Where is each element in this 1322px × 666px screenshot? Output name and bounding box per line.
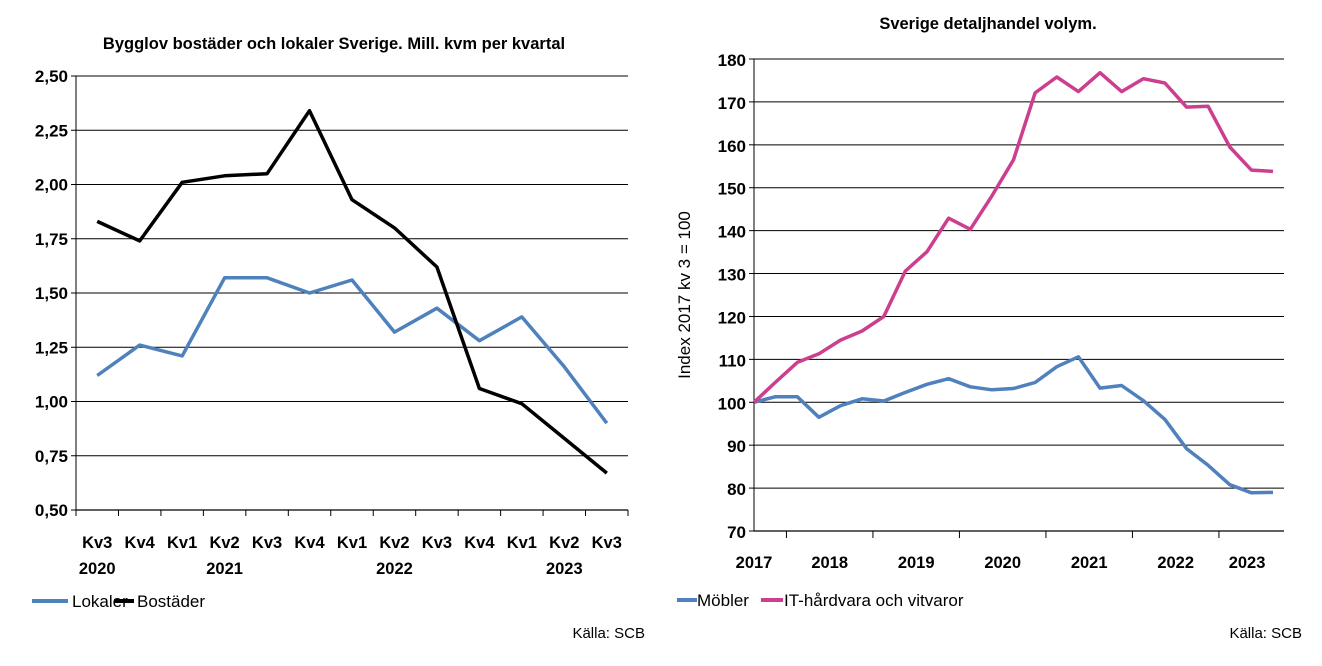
grid [749, 58, 1284, 532]
y-tick-label: 1,00 [35, 393, 68, 412]
legend: Möbler IT-hårdvara och vitvaror [677, 591, 964, 610]
y-axis: 180 170 160 150 140 130 120 110 100 90 80 70 [718, 51, 746, 542]
x-tick-label: Kv2 [549, 534, 579, 552]
x-tick-label: Kv4 [464, 534, 495, 552]
x-year-label: 2023 [1229, 554, 1266, 572]
grid [71, 75, 628, 511]
x-axis: Kv3 Kv4 Kv1 Kv2 Kv3 Kv4 Kv1 Kv2 Kv3 Kv4 Kv1 Kv2 Kv3 2… [75, 510, 629, 578]
y-tick-label: 2,00 [35, 176, 68, 195]
x-tick-label: Kv3 [422, 534, 452, 552]
y-tick-label: 2,50 [35, 67, 68, 86]
x-year-label: 2023 [546, 560, 583, 578]
chart-retail-volume: Sverige detaljhandel volym. Index 2017 k… [675, 15, 1302, 642]
x-tick-label: Kv1 [507, 534, 537, 552]
y-tick-label: 1,25 [35, 338, 68, 357]
y-tick-label: 110 [719, 351, 746, 370]
legend-label-it: IT-hårdvara och vitvaror [784, 591, 964, 610]
x-year-label: 2018 [811, 554, 848, 572]
chart-building-permits: Bygglov bostäder och lokaler Sverige. Mi… [32, 35, 645, 642]
y-tick-label: 2,25 [35, 121, 68, 140]
y-tick-label: 100 [718, 394, 746, 413]
plot-area [752, 70, 1274, 495]
y-tick-label: 170 [718, 94, 746, 113]
series-line-lokaler [96, 276, 609, 425]
y-axis-label: Index 2017 kv 3 = 100 [675, 211, 694, 379]
y-tick-label: 150 [718, 180, 746, 199]
x-tick-label: Kv4 [294, 534, 325, 552]
x-year-label: 2019 [898, 554, 935, 572]
x-year-label: 2021 [206, 560, 243, 578]
x-year-label: 2020 [984, 554, 1021, 572]
source-note: Källa: SCB [572, 625, 645, 642]
x-year-label: 2020 [79, 560, 116, 578]
x-tick-label: Kv2 [379, 534, 409, 552]
x-tick-label: Kv3 [592, 534, 622, 552]
y-axis: 2,50 2,25 2,00 1,75 1,50 1,25 1,00 0,75 0,50 [35, 67, 68, 520]
y-tick-label: 160 [718, 137, 746, 156]
y-tick-label: 90 [727, 437, 746, 456]
x-year-label: 2021 [1071, 554, 1108, 572]
y-tick-label: 1,75 [35, 230, 68, 249]
plot-area [96, 108, 609, 475]
y-tick-label: 130 [718, 266, 746, 285]
y-tick-label: 1,50 [35, 284, 68, 303]
legend-label-mobler: Möbler [697, 591, 749, 610]
x-tick-label: Kv1 [337, 534, 367, 552]
source-note: Källa: SCB [1229, 625, 1302, 642]
x-tick-label: Kv1 [167, 534, 197, 552]
y-tick-label: 0,75 [35, 447, 68, 466]
y-tick-label: 120 [718, 308, 746, 327]
legend: Lokaler Bostäder [32, 592, 205, 611]
x-tick-label: Kv4 [125, 534, 156, 552]
series-line-bost-der [96, 108, 608, 475]
chart-title: Sverige detaljhandel volym. [879, 15, 1096, 33]
y-tick-label: 140 [718, 223, 746, 242]
legend-label-lokaler: Lokaler [72, 592, 128, 611]
x-tick-label: Kv3 [82, 534, 112, 552]
x-year-label: 2022 [1157, 554, 1194, 572]
y-tick-label: 80 [727, 480, 746, 499]
y-tick-label: 180 [718, 51, 746, 70]
series-line-it-h-rdvara-och-vitvaror [752, 70, 1274, 404]
x-tick-label: Kv2 [209, 534, 239, 552]
x-year-label: 2017 [736, 554, 773, 572]
y-tick-label: 0,50 [35, 501, 68, 520]
x-tick-label: Kv3 [252, 534, 282, 552]
legend-label-bostader: Bostäder [137, 592, 205, 611]
chart-title: Bygglov bostäder och lokaler Sverige. Mi… [103, 35, 565, 53]
y-tick-label: 70 [727, 523, 746, 542]
x-year-label: 2022 [376, 560, 413, 578]
series-line-m-bler [753, 355, 1274, 495]
x-axis: 2017 2018 2019 2020 2021 2022 2023 [736, 531, 1266, 572]
